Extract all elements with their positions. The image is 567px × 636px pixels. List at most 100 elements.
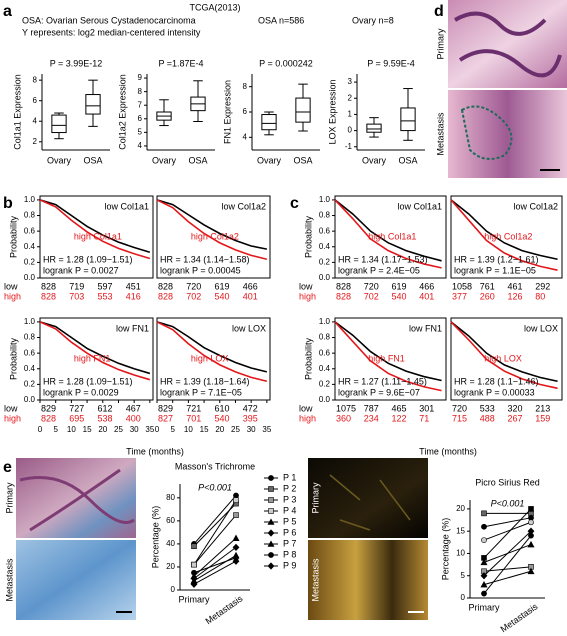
at-risk-count: 401 <box>243 291 258 301</box>
y-tick-label: 5 <box>461 571 466 580</box>
y-tick-label: 60 <box>166 516 175 525</box>
panel-letter: b <box>3 195 13 212</box>
marker <box>527 567 535 575</box>
survival-curve <box>39 199 151 253</box>
marker <box>480 581 488 588</box>
image-label: Metastasis <box>310 558 320 602</box>
at-risk-count: 695 <box>69 413 84 423</box>
y-tick-label: 0.6 <box>319 348 331 357</box>
x-tick-label: 5 <box>53 425 58 434</box>
x-tick-label: 0 <box>38 425 43 434</box>
marker <box>232 534 240 541</box>
at-risk-count: 727 <box>69 403 84 413</box>
survival-curve <box>450 321 558 383</box>
marker <box>528 532 534 539</box>
annotation: HR = 1.27 (1.11−1.45) <box>338 376 427 386</box>
x-tick-label: 30 <box>130 425 139 434</box>
series-label: high LOX <box>191 353 229 363</box>
x-tick-label: 20 <box>98 425 107 434</box>
x-tick-label: 35 <box>145 425 154 434</box>
x-tick-label: OSA <box>398 155 417 165</box>
at-risk-count: 395 <box>243 413 258 423</box>
y-tick-label: 0.6 <box>24 226 36 235</box>
at-risk-count: 829 <box>41 403 56 413</box>
header-text: Ovary n=8 <box>352 15 394 25</box>
series-label: low Col1a1 <box>397 201 442 211</box>
image-label: Metastasis <box>4 558 14 602</box>
annotation: HR = 1.28 (1.09−1.51) <box>43 376 133 386</box>
y-tick-label: 0.0 <box>24 273 36 282</box>
box <box>51 114 67 134</box>
at-risk-count: 80 <box>535 291 545 301</box>
y-tick-label: 0.0 <box>24 395 36 404</box>
marker <box>481 537 487 543</box>
tissue-outline <box>460 105 513 160</box>
at-risk-label: high <box>299 413 316 423</box>
pair-line <box>193 546 237 579</box>
chart-title: Masson's Trichrome <box>175 461 255 471</box>
at-risk-label: low <box>4 281 18 291</box>
at-risk-count: 467 <box>126 403 141 413</box>
x-tick-label: 15 <box>200 425 209 434</box>
y-axis-label: Col1a1 Expression <box>12 74 22 150</box>
y-tick-label: 9 <box>138 73 143 82</box>
at-risk-count: 540 <box>392 291 407 301</box>
pair-line <box>193 557 237 574</box>
y-tick-label: 0.6 <box>24 348 36 357</box>
series-label: low LOX <box>232 323 266 333</box>
y-axis-label: Probability <box>303 337 313 380</box>
x-tick-label: 35 <box>262 425 271 434</box>
at-risk-count: 488 <box>480 413 495 423</box>
series-label: high Col1a2 <box>191 231 239 241</box>
at-risk-label: low <box>299 403 313 413</box>
y-tick-label: 0.4 <box>319 242 331 251</box>
x-tick-label: 0 <box>155 425 160 434</box>
at-risk-count: 122 <box>392 413 407 423</box>
at-risk-count: 761 <box>480 281 495 291</box>
survival-curve <box>334 321 442 382</box>
legend-marker <box>267 518 275 525</box>
y-tick-label: 7 <box>138 100 143 109</box>
image-label: Primary <box>435 28 445 59</box>
at-risk-count: 553 <box>98 291 113 301</box>
annotation: logrank P = 0.00045 <box>160 265 241 275</box>
y-tick-label: 10 <box>456 549 465 558</box>
y-tick-label: 0.2 <box>24 379 36 388</box>
tissue-texture <box>453 11 562 78</box>
header-text: Y represents: log2 median-centered inten… <box>22 27 201 37</box>
at-risk-count: 540 <box>215 413 230 423</box>
at-risk-count: 466 <box>419 281 434 291</box>
legend-label: P 1 <box>283 472 296 482</box>
y-axis-label: Probability <box>8 215 18 258</box>
y-tick-label: 6 <box>33 96 38 105</box>
plot-frame <box>156 195 271 279</box>
legend-marker <box>268 552 274 558</box>
y-axis-label: LOX Expression <box>327 79 337 144</box>
x-tick-label: OSA <box>293 155 312 165</box>
box <box>366 123 382 133</box>
survival-curve <box>334 321 442 392</box>
x-tick-label: Ovary <box>362 155 387 165</box>
y-tick-label: 8 <box>138 87 143 96</box>
series-label: high FN1 <box>368 353 405 363</box>
y-tick-label: 0.4 <box>319 364 331 373</box>
at-risk-count: 702 <box>186 291 201 301</box>
x-tick-label: Ovary <box>257 155 282 165</box>
histology-image <box>308 540 428 620</box>
at-risk-count: 721 <box>186 403 201 413</box>
x-tick-label: 10 <box>184 425 193 434</box>
at-risk-count: 828 <box>41 281 56 291</box>
x-tick-label: 5 <box>170 425 175 434</box>
at-risk-count: 292 <box>535 281 550 291</box>
at-risk-count: 619 <box>392 281 407 291</box>
image-label: Primary <box>4 482 14 513</box>
y-axis-label: Probability <box>303 215 313 258</box>
pair-line <box>483 566 532 572</box>
y-tick-label: 5 <box>138 127 143 136</box>
y-tick-label: 1.0 <box>24 195 36 204</box>
survival-curve <box>39 199 151 260</box>
annotation: logrank P = 7.1E−05 <box>160 387 242 397</box>
y-axis-label: Percentage (%) <box>150 506 160 569</box>
marker <box>480 572 488 580</box>
marker <box>481 523 487 530</box>
